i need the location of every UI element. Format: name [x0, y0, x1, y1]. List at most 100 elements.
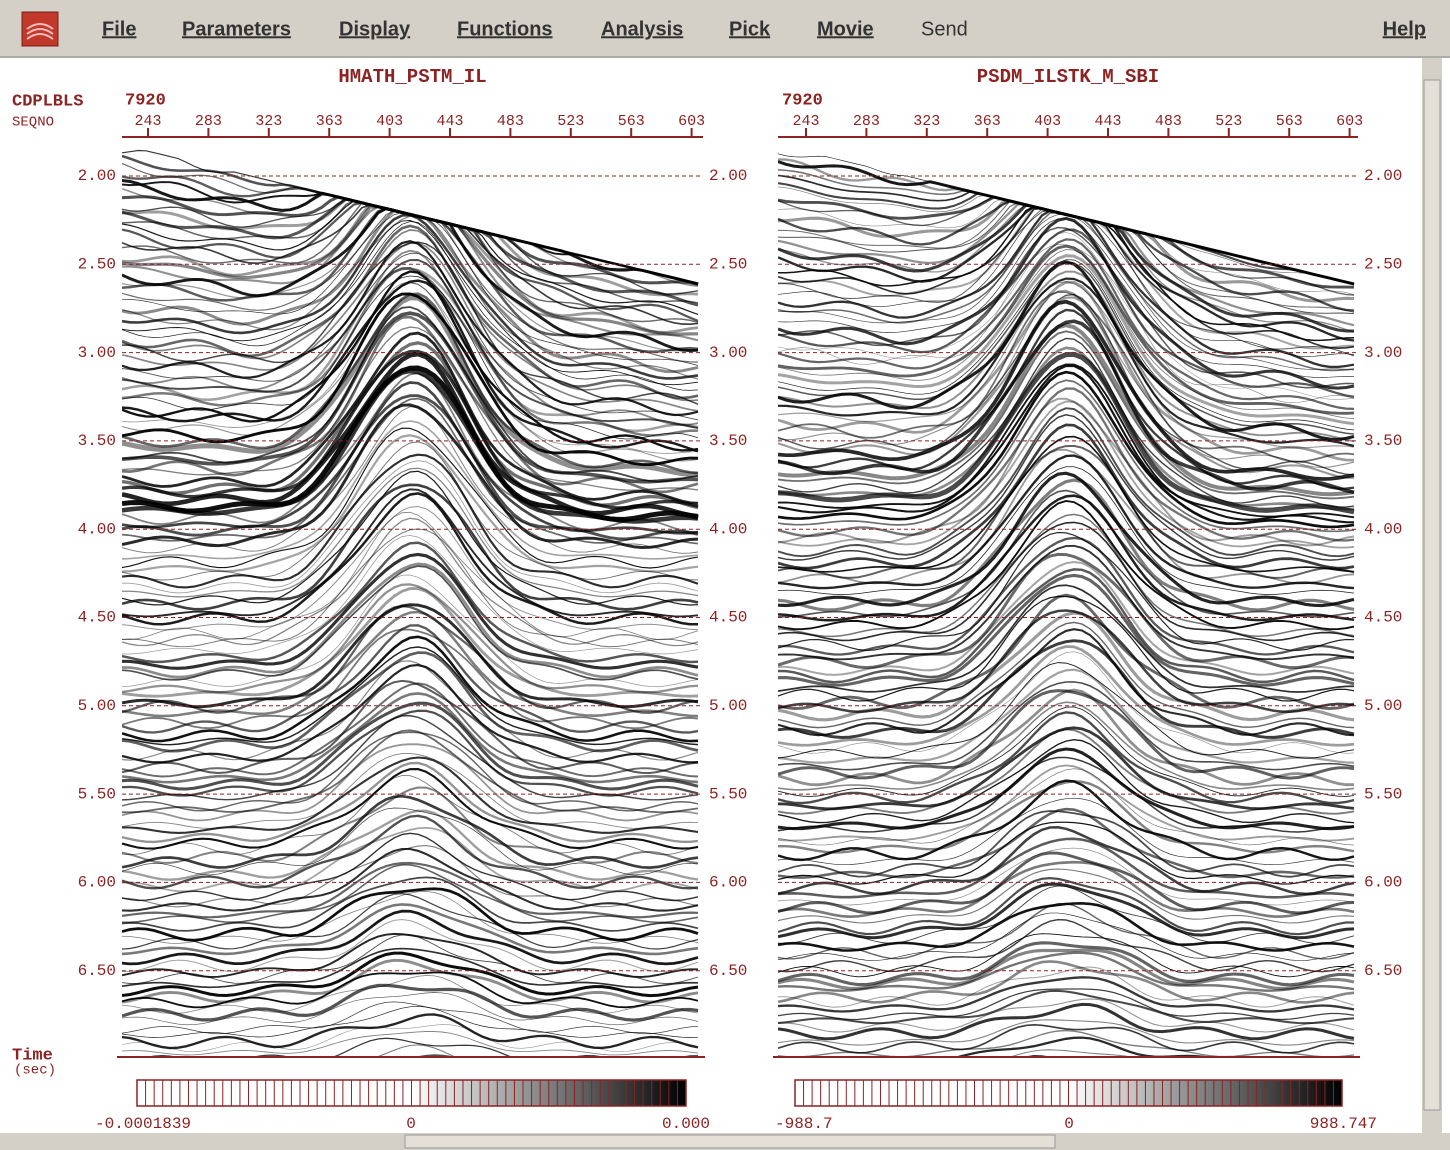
y-tick-label: 5.50 — [78, 785, 116, 803]
y-tick-label: 4.00 — [1364, 520, 1402, 538]
menu-item[interactable]: Display — [339, 18, 411, 40]
reflector — [778, 781, 1354, 852]
header-label: CDPLBLS — [12, 92, 83, 111]
reflector — [778, 159, 1354, 284]
reflector — [122, 985, 698, 1020]
y-tick-label: 2.00 — [78, 167, 116, 185]
x-tick-label: 243 — [792, 113, 819, 130]
colorbar-mid: 0 — [1064, 1115, 1074, 1133]
y-tick-label: 4.50 — [1364, 609, 1402, 627]
menu-item[interactable]: Movie — [817, 18, 874, 40]
reflector — [122, 1032, 698, 1056]
reflector — [122, 606, 698, 713]
reflector — [778, 533, 1354, 651]
y-tick-label: 2.50 — [1364, 256, 1402, 274]
menu-item[interactable]: Parameters — [182, 18, 291, 40]
menu-item[interactable]: Pick — [729, 18, 771, 40]
y-tick-label: 5.50 — [1364, 785, 1402, 803]
y-tick-label: 6.50 — [1364, 962, 1402, 980]
v-scroll-thumb[interactable] — [1424, 80, 1440, 1110]
reflector — [778, 999, 1354, 1032]
y-tick-label: 4.50 — [709, 609, 747, 627]
colorbar-min: -0.0001839 — [95, 1115, 191, 1133]
menu-item[interactable]: Functions — [457, 18, 553, 40]
reflector — [778, 1057, 1354, 1081]
reflector — [122, 461, 698, 593]
time-unit: (sec) — [14, 1063, 56, 1079]
x-tick-label: 483 — [1155, 113, 1182, 130]
y-tick-label: 2.50 — [78, 256, 116, 274]
seismic-section — [778, 154, 1354, 1110]
line-number: 7920 — [125, 91, 166, 110]
x-tick-label: 323 — [913, 113, 940, 130]
y-tick-label: 3.50 — [1364, 432, 1402, 450]
x-tick-label: 283 — [195, 113, 222, 130]
menu-help[interactable]: Help — [1383, 18, 1426, 40]
reflector — [778, 862, 1354, 917]
x-tick-label: 443 — [436, 113, 463, 130]
reflector — [778, 811, 1354, 877]
x-tick-label: 243 — [134, 113, 161, 130]
reflector — [122, 1055, 698, 1077]
y-tick-label: 6.00 — [78, 874, 116, 892]
y-tick-label: 6.50 — [78, 962, 116, 980]
menu-item[interactable]: File — [102, 18, 136, 40]
x-tick-label: 603 — [678, 113, 705, 130]
y-tick-label: 3.00 — [78, 344, 116, 362]
y-tick-label: 2.50 — [709, 256, 747, 274]
reflector — [778, 989, 1354, 1020]
colorbar-max: 988.747 — [1310, 1115, 1377, 1133]
reflector — [122, 811, 698, 880]
x-tick-label: 323 — [255, 113, 282, 130]
y-tick-label: 5.00 — [709, 697, 747, 715]
reflector — [778, 197, 1354, 287]
y-tick-label: 2.00 — [1364, 167, 1402, 185]
reflector — [122, 575, 698, 687]
reflector — [122, 211, 698, 363]
y-tick-label: 5.50 — [709, 785, 747, 803]
x-tick-label: 523 — [557, 113, 584, 130]
y-tick-label: 6.00 — [709, 874, 747, 892]
colorbar-min: -988.7 — [775, 1115, 833, 1133]
h-scroll-thumb[interactable] — [405, 1135, 1055, 1148]
reflector — [122, 543, 698, 662]
y-tick-label: 3.50 — [709, 432, 747, 450]
y-tick-label: 6.00 — [1364, 874, 1402, 892]
seismic-section — [122, 151, 698, 1109]
seismic-viewer: File Parameters Display Functions Analysis Pi… — [0, 0, 1450, 1150]
x-tick-label: 563 — [1276, 113, 1303, 130]
reflector — [778, 950, 1354, 988]
y-tick-label: 3.00 — [709, 344, 747, 362]
x-tick-label: 363 — [316, 113, 343, 130]
x-tick-label: 603 — [1336, 113, 1363, 130]
x-tick-label: 563 — [618, 113, 645, 130]
x-tick-label: 283 — [853, 113, 880, 130]
x-tick-label: 523 — [1215, 113, 1242, 130]
reflector — [122, 776, 698, 855]
menu-item: Send — [921, 18, 968, 40]
x-tick-label: 403 — [376, 113, 403, 130]
reflector — [778, 839, 1354, 898]
colorbar-mid: 0 — [406, 1115, 416, 1133]
y-tick-label: 4.50 — [78, 609, 116, 627]
trace-label: SEQNO — [12, 115, 54, 131]
y-tick-label: 5.00 — [1364, 697, 1402, 715]
reflector — [122, 1038, 698, 1065]
reflector — [122, 1045, 698, 1073]
y-tick-label: 3.00 — [1364, 344, 1402, 362]
x-tick-label: 443 — [1094, 113, 1121, 130]
y-tick-label: 3.50 — [78, 432, 116, 450]
x-tick-label: 363 — [974, 113, 1001, 130]
line-number: 7920 — [782, 91, 823, 110]
y-tick-label: 4.00 — [709, 520, 747, 538]
x-tick-label: 403 — [1034, 113, 1061, 130]
panel-title: PSDM_ILSTK_M_SBI — [977, 66, 1159, 88]
y-tick-label: 4.00 — [78, 520, 116, 538]
x-tick-label: 483 — [497, 113, 524, 130]
reflector — [778, 187, 1354, 284]
y-tick-label: 6.50 — [709, 962, 747, 980]
y-tick-label: 5.00 — [78, 697, 116, 715]
panel-title: HMATH_PSTM_IL — [338, 66, 486, 88]
menu-item[interactable]: Analysis — [601, 18, 683, 40]
y-tick-label: 2.00 — [709, 167, 747, 185]
